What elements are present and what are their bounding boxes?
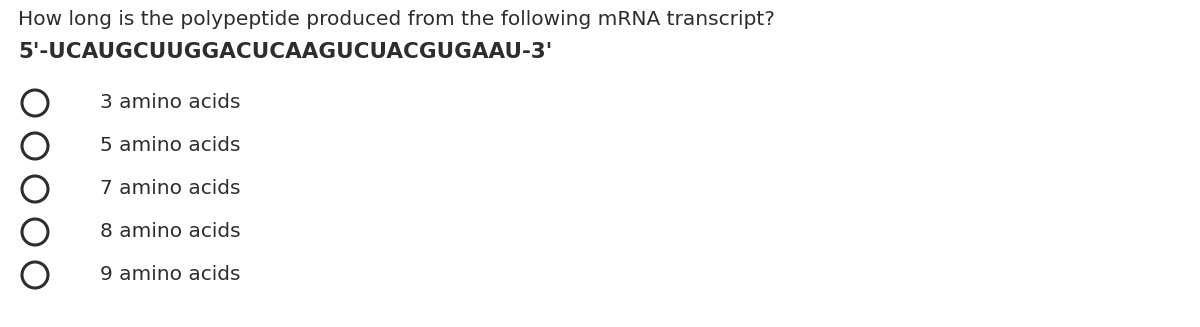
Text: 9 amino acids: 9 amino acids bbox=[100, 265, 240, 284]
Text: 7 amino acids: 7 amino acids bbox=[100, 179, 240, 198]
Text: 5 amino acids: 5 amino acids bbox=[100, 136, 240, 155]
Text: How long is the polypeptide produced from the following mRNA transcript?: How long is the polypeptide produced fro… bbox=[18, 10, 775, 29]
Text: 3 amino acids: 3 amino acids bbox=[100, 93, 240, 112]
Text: 8 amino acids: 8 amino acids bbox=[100, 222, 241, 241]
Text: 5'-UCAUGCUUGGACUCAAGUCUACGUGAAU-3': 5'-UCAUGCUUGGACUCAAGUCUACGUGAAU-3' bbox=[18, 42, 552, 62]
